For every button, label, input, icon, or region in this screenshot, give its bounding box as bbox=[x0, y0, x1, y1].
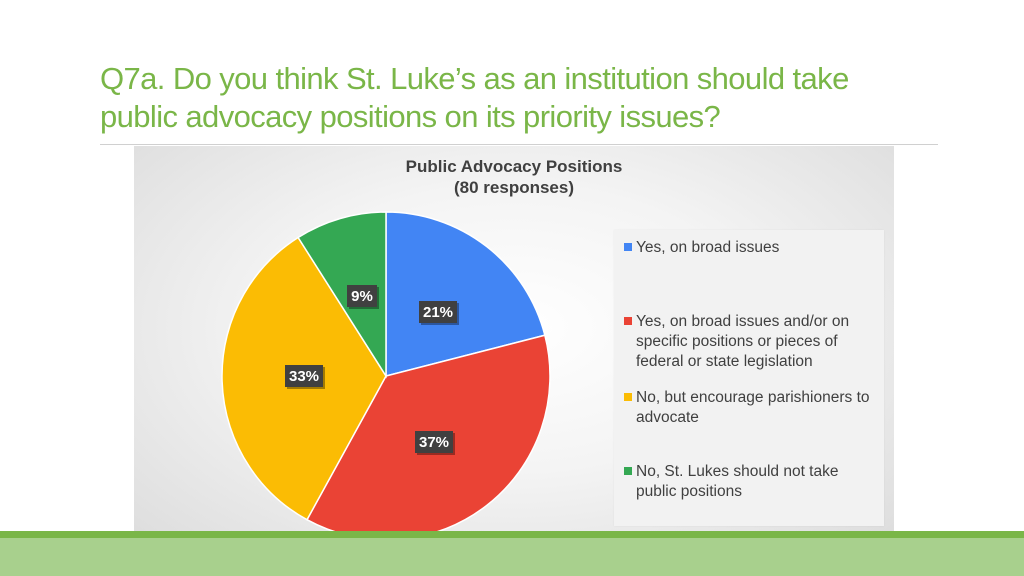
legend-label: No, but encourage parishioners to advoca… bbox=[636, 389, 870, 426]
legend-swatch bbox=[624, 317, 632, 325]
slide-title-line-2: public advocacy positions on its priorit… bbox=[100, 99, 721, 134]
pie-data-label-3: 33% bbox=[285, 365, 325, 389]
chart-panel: Public Advocacy Positions (80 responses)… bbox=[134, 146, 894, 551]
legend-label: Yes, on broad issues and/or on specific … bbox=[636, 313, 850, 370]
pie-data-label-4: 9% bbox=[347, 285, 379, 309]
footer-band-light bbox=[0, 538, 1024, 576]
chart-title: Public Advocacy Positions bbox=[405, 157, 623, 176]
data-label-text: 21% bbox=[423, 304, 453, 321]
pie-slice-4 bbox=[297, 211, 387, 379]
legend-swatch bbox=[624, 393, 632, 401]
legend-swatch bbox=[624, 467, 632, 475]
chart-legend: Yes, on broad issues Yes, on broad issues… bbox=[614, 230, 884, 526]
pie-data-label-1: 21% bbox=[419, 301, 459, 325]
chart-title-block: Public Advocacy Positions (80 responses) bbox=[134, 156, 894, 198]
data-label-text: 33% bbox=[289, 368, 319, 385]
pie-data-labels: 21% 37% 33% 9% bbox=[285, 285, 459, 455]
data-label-box bbox=[415, 431, 453, 453]
pie-data-label-2: 37% bbox=[415, 431, 455, 455]
title-divider bbox=[100, 144, 938, 145]
pie-slices bbox=[221, 211, 551, 541]
data-label-box bbox=[285, 365, 323, 387]
legend-label: Yes, on broad issues bbox=[636, 239, 780, 256]
legend-swatch bbox=[624, 243, 632, 251]
pie-slice-1 bbox=[385, 211, 546, 377]
slide-title: Q7a. Do you think St. Luke’s as an insti… bbox=[100, 60, 960, 136]
data-label-box bbox=[419, 301, 457, 323]
pie-chart: 21% 37% 33% 9% bbox=[221, 211, 551, 541]
data-label-box bbox=[347, 285, 377, 307]
footer-band-dark bbox=[0, 531, 1024, 538]
data-label-text: 9% bbox=[351, 288, 373, 305]
legend-label: No, St. Lukes should not take public pos… bbox=[636, 463, 839, 500]
data-label-text: 37% bbox=[419, 434, 449, 451]
chart-subtitle: (80 responses) bbox=[454, 178, 574, 197]
slide-title-line-1: Q7a. Do you think St. Luke’s as an insti… bbox=[100, 61, 849, 96]
